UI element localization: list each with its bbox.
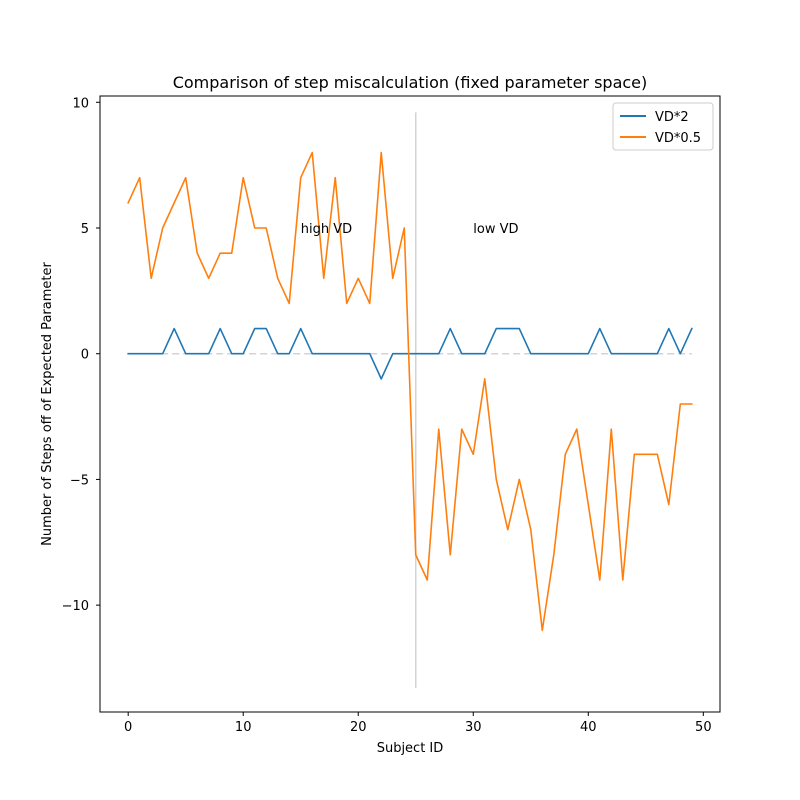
series-line-0 xyxy=(127,327,693,380)
series-line-1 xyxy=(127,151,693,632)
legend-label: VD*2 xyxy=(655,110,689,125)
legend-entries: VD*2 VD*0.5 xyxy=(620,110,701,146)
plot-area: high VD low VD xyxy=(99,95,721,713)
y-axis: 10 5 0 −5 −10 xyxy=(62,96,100,614)
series-lines xyxy=(127,151,693,632)
annotation-label: high VD xyxy=(301,222,352,237)
legend: VD*2 VD*0.5 xyxy=(612,102,714,151)
annotations: high VD low VD xyxy=(301,222,519,237)
y-tick-label: 0 xyxy=(81,348,89,363)
x-tick-label: 20 xyxy=(350,720,367,735)
legend-box xyxy=(612,102,714,151)
chart-title: Comparison of step miscalculation (fixed… xyxy=(173,73,648,92)
y-axis-label: Number of Steps off of Expected Paramete… xyxy=(40,262,55,546)
y-tick-label: 10 xyxy=(72,96,89,111)
axes-frame xyxy=(99,95,721,713)
x-tick-label: 30 xyxy=(465,720,482,735)
y-tick-label: −10 xyxy=(62,599,89,614)
x-axis: 0 10 20 30 40 50 xyxy=(124,712,712,735)
x-tick-label: 40 xyxy=(580,720,597,735)
x-axis-label: Subject ID xyxy=(377,741,444,756)
legend-label: VD*0.5 xyxy=(655,131,701,146)
y-tick-label: −5 xyxy=(70,473,89,488)
x-tick-label: 10 xyxy=(235,720,252,735)
y-tick-label: 5 xyxy=(81,222,89,237)
x-tick-label: 50 xyxy=(695,720,712,735)
annotation-label: low VD xyxy=(473,222,518,237)
x-tick-label: 0 xyxy=(124,720,132,735)
